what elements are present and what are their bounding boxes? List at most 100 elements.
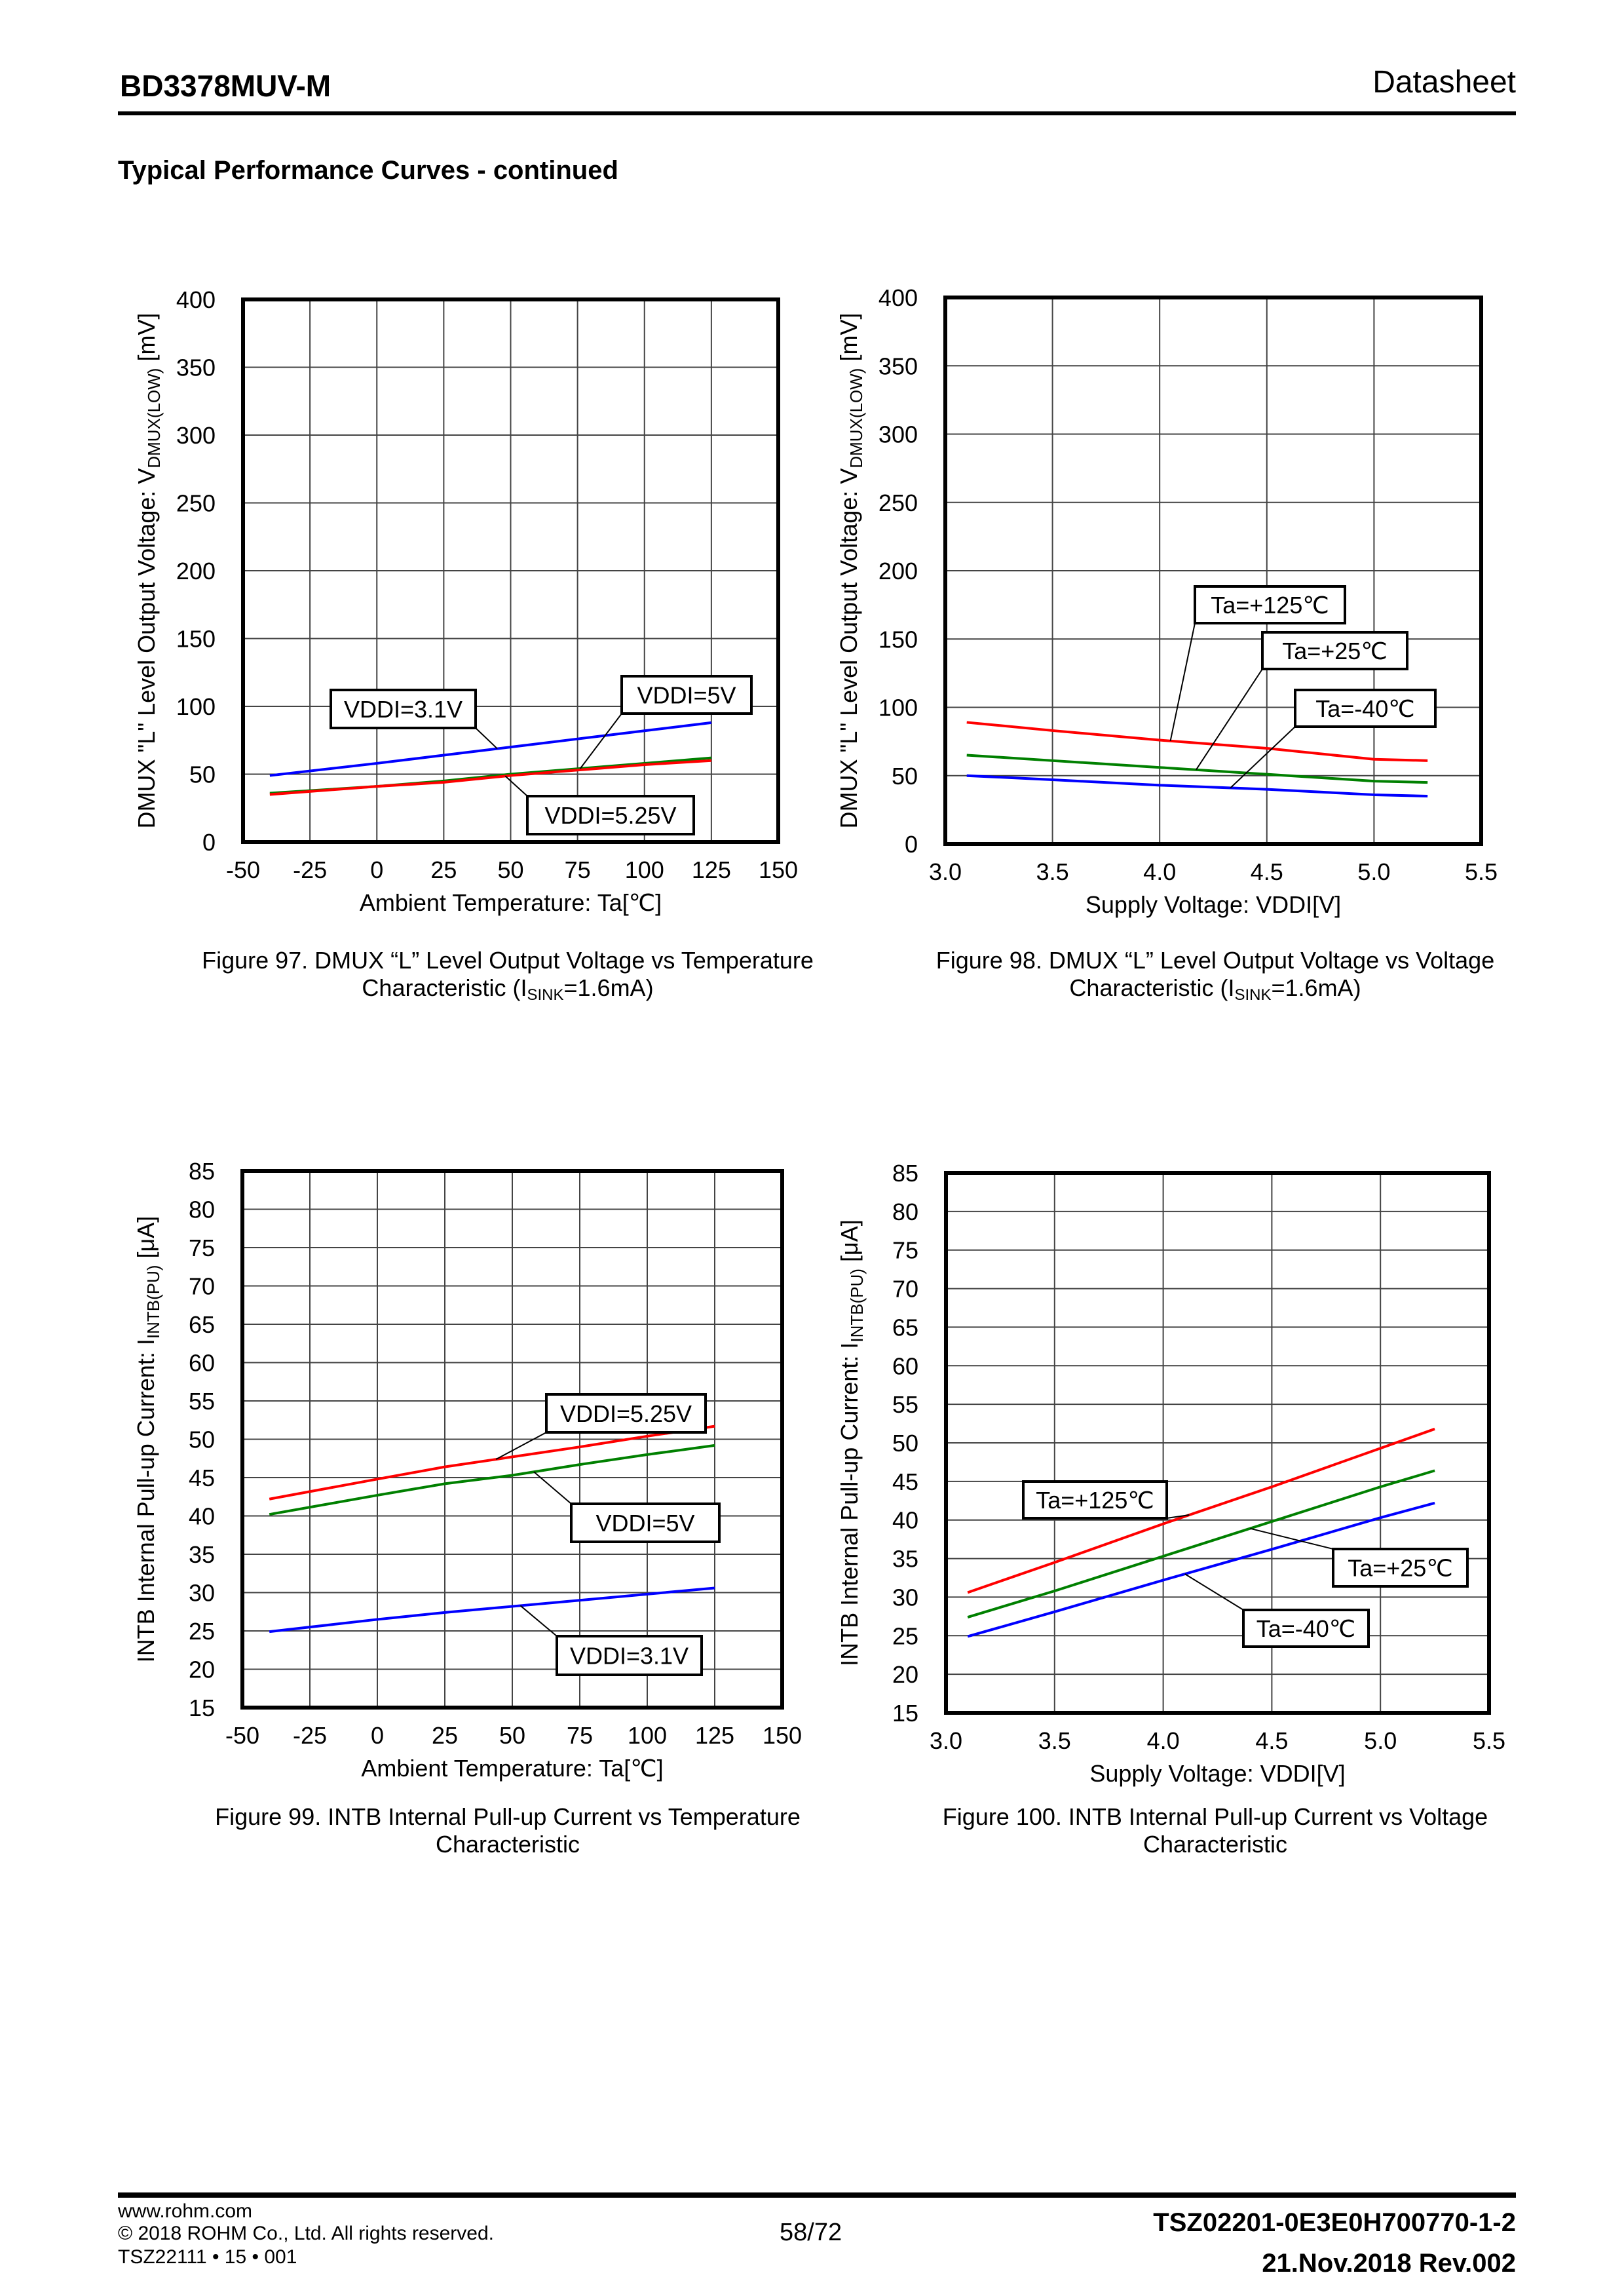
annotation-box <box>1194 585 1346 624</box>
y-axis-title-unit: [mV] <box>133 313 160 368</box>
x-tick-label: 100 <box>625 856 664 883</box>
y-tick-label: 45 <box>189 1464 215 1491</box>
y-axis-title-text: INTB Internal Pull-up Current: I <box>836 1343 863 1666</box>
series-line-vddi-5-25v <box>269 1425 715 1501</box>
annotation-box <box>330 689 477 729</box>
annotation-leader-line <box>495 1432 547 1460</box>
x-tick-label: 3.5 <box>1036 858 1069 885</box>
part-number: BD3378MUV-M <box>120 69 331 103</box>
annotation-label: Ta=+125℃ <box>1036 1487 1154 1514</box>
grid <box>945 297 1481 844</box>
y-tick-label: 45 <box>892 1468 918 1495</box>
chart-fig98: 3.0 3.5 4.0 4.5 5.0 5.5 0 50 100 150 200 250 300 350 4… <box>835 284 1498 918</box>
y-axis-title-subscript: INTB(PU) <box>847 1269 867 1343</box>
y-tick-label: 75 <box>189 1234 215 1261</box>
y-tick-label: 85 <box>189 1158 215 1185</box>
annotation-leader-line <box>1230 726 1296 789</box>
y-tick-label: 250 <box>878 489 918 516</box>
caption-text: Characteristic (I <box>1069 974 1235 1001</box>
plot-frame <box>943 296 1483 846</box>
caption-subscript: SINK <box>527 986 564 1004</box>
y-tick-label: 200 <box>878 558 918 584</box>
y-tick-label: 40 <box>189 1503 215 1530</box>
caption-text: =1.6mA) <box>563 974 654 1001</box>
x-tick-label: 100 <box>628 1722 667 1749</box>
y-tick-label: 100 <box>176 693 216 720</box>
annotation-label: Ta=+25℃ <box>1348 1555 1453 1582</box>
y-tick-label: 35 <box>892 1546 918 1573</box>
x-tick-label: 3.5 <box>1038 1727 1071 1754</box>
x-tick-label: 4.0 <box>1143 858 1176 885</box>
y-axis-title: INTB Internal Pull-up Current: IINTB(PU)… <box>132 1216 163 1663</box>
revision-date: 21.Nov.2018 Rev.002 <box>1262 2249 1516 2278</box>
annotation-box <box>1294 689 1437 728</box>
caption-line1: Figure 97. DMUX “L” Level Output Voltage… <box>202 947 814 974</box>
y-tick-label: 300 <box>176 422 216 449</box>
y-tick-label: 50 <box>189 1426 215 1453</box>
footer-copyright: © 2018 ROHM Co., Ltd. All rights reserve… <box>118 2223 494 2244</box>
y-tick-label: 20 <box>892 1661 918 1688</box>
y-axis-title-subscript: INTB(PU) <box>143 1265 163 1339</box>
y-tick-label: 75 <box>892 1237 918 1264</box>
caption-line2: Characteristic (ISINK=1.6mA) <box>131 974 884 1009</box>
annotation-label: Ta=-40℃ <box>1256 1615 1356 1642</box>
x-tick-label: 75 <box>567 1722 593 1749</box>
y-axis-title-text: DMUX "L" Level Output Voltage: V <box>133 469 160 829</box>
chart-fig100: 3.0 3.5 4.0 4.5 5.0 5.5 15 20 25 30 35 40 45 50 55 60 65… <box>836 1160 1505 1787</box>
annotation-label: Ta=-40℃ <box>1315 695 1415 722</box>
chart-fig99: -50 -25 0 25 50 75 100 125 150 15 20 25 30 35 40 45 50 55… <box>132 1158 802 1782</box>
x-tick-label: 5.5 <box>1465 858 1498 885</box>
annotation-leader-line <box>579 713 622 769</box>
y-tick-label: 30 <box>892 1584 918 1611</box>
y-tick-label: 30 <box>189 1580 215 1607</box>
x-tick-label: 5.0 <box>1357 858 1390 885</box>
caption-text: =1.6mA) <box>1271 974 1361 1001</box>
y-tick-label: 55 <box>189 1388 215 1415</box>
chart-fig97: -50 -25 0 25 50 75 100 125 150 0 50 100 150 200 250 300… <box>133 286 798 916</box>
y-tick-label: 50 <box>189 761 216 788</box>
footer-website[interactable]: www.rohm.com <box>118 2200 253 2222</box>
page-number: 58/72 <box>780 2219 842 2246</box>
x-axis-title: Supply Voltage: VDDI[V] <box>1086 891 1341 918</box>
y-tick-label: 55 <box>892 1391 918 1418</box>
y-tick-label: 150 <box>878 626 918 653</box>
annotation-box <box>570 1502 721 1543</box>
caption-fig97: Figure 97. DMUX “L” Level Output Voltage… <box>131 947 884 1009</box>
x-tick-label: 4.0 <box>1147 1727 1180 1754</box>
y-axis-title-unit: [mV] <box>835 313 862 368</box>
footer-divider <box>118 2192 1516 2198</box>
caption-line2: Characteristic <box>1142 1831 1288 1858</box>
y-axis-title: DMUX "L" Level Output Voltage: VDMUX(LOW… <box>835 313 866 829</box>
x-tick-label: 150 <box>763 1722 802 1749</box>
y-axis-title-subscript: DMUX(LOW) <box>846 368 866 469</box>
y-tick-label: 25 <box>189 1618 215 1645</box>
y-tick-label: 25 <box>892 1622 918 1649</box>
x-tick-label: 150 <box>759 856 798 883</box>
x-tick-label: -50 <box>225 1722 259 1749</box>
annotation-box <box>1332 1548 1469 1588</box>
y-axis-title: INTB Internal Pull-up Current: IINTB(PU)… <box>836 1219 867 1666</box>
annotation-box <box>556 1635 703 1676</box>
grid <box>946 1173 1489 1713</box>
x-tick-label: 0 <box>371 1722 384 1749</box>
plot-frame <box>241 297 780 844</box>
annotation-leader-line <box>1166 1514 1190 1519</box>
annotation-leader-line <box>1184 1573 1244 1611</box>
annotation-leader-line <box>1169 622 1196 741</box>
y-tick-label: 70 <box>189 1273 215 1300</box>
annotation-label: VDDI=3.1V <box>570 1643 689 1670</box>
caption-line2: Characteristic <box>435 1831 580 1858</box>
x-tick-label: 3.0 <box>930 1727 962 1754</box>
x-tick-label: 50 <box>499 1722 525 1749</box>
series-line-vddi-3-1v <box>269 721 712 777</box>
annotation-box <box>1242 1609 1370 1648</box>
x-tick-label: 5.0 <box>1364 1727 1397 1754</box>
y-tick-label: 40 <box>892 1507 918 1534</box>
section-title: Typical Performance Curves - continued <box>118 156 618 185</box>
y-tick-label: 0 <box>905 831 918 858</box>
y-tick-label: 100 <box>878 695 918 721</box>
series-line-ta-40- <box>966 774 1428 798</box>
annotation-leader-line <box>475 727 498 750</box>
caption-line1: Figure 99. INTB Internal Pull-up Current… <box>215 1803 801 1830</box>
annotation-box <box>620 675 753 715</box>
